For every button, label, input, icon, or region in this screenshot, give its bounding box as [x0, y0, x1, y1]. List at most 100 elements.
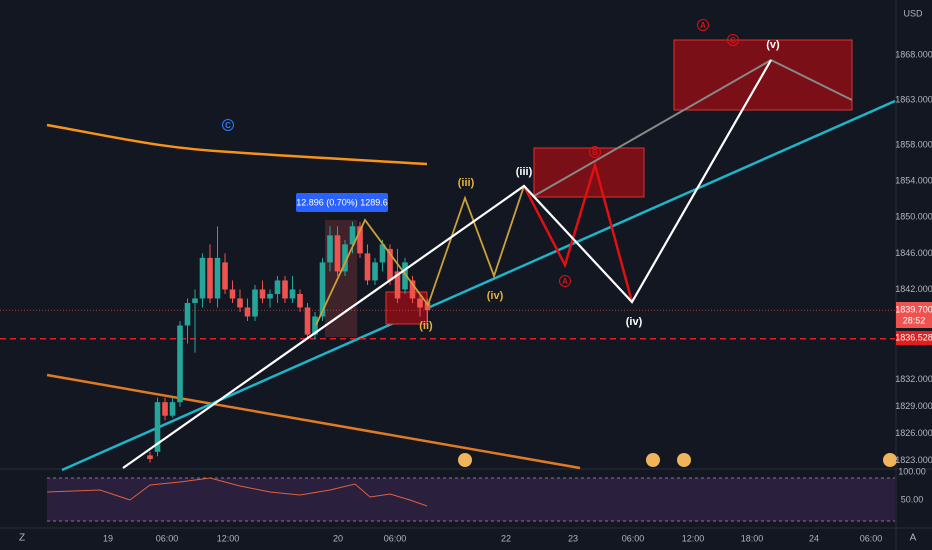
- candles: [147, 221, 431, 463]
- event-icon: [883, 453, 897, 467]
- level-box: [896, 331, 932, 345]
- candle-body: [297, 293, 303, 308]
- timezone-button[interactable]: Z: [19, 533, 25, 544]
- time-tick-label: 12:00: [682, 533, 705, 543]
- rsi-line: [46, 477, 428, 507]
- candle-body: [282, 280, 288, 299]
- wave-circle: [222, 119, 234, 131]
- event-icon: [646, 453, 660, 467]
- rsi-tick: 100.00: [898, 466, 926, 476]
- candle-body: [394, 271, 401, 299]
- price-tick-label: 1863.000: [895, 94, 932, 104]
- wave-label: (ii): [419, 320, 433, 332]
- candle-body: [207, 257, 213, 299]
- price-tick-label: 1868.000: [895, 49, 932, 59]
- price-tick-label: 1832.000: [895, 374, 932, 384]
- candle-body: [162, 402, 168, 416]
- price-tick-label: 1823.000: [895, 455, 932, 465]
- rsi-band: [47, 478, 895, 521]
- candle-body: [184, 302, 191, 326]
- wave-label: (v): [766, 39, 780, 51]
- candle-body: [424, 302, 431, 311]
- candle-body: [334, 235, 341, 272]
- wave-circle: [697, 19, 709, 31]
- wave-circle: [727, 34, 739, 46]
- candle-body: [357, 226, 363, 254]
- time-tick-label: 24: [809, 533, 819, 543]
- candle-body: [409, 280, 416, 299]
- candle-body: [349, 226, 356, 245]
- wave-label: C: [225, 121, 231, 130]
- candle-body: [342, 244, 348, 272]
- candle-body: [304, 307, 311, 335]
- time-tick-label: 06:00: [384, 533, 407, 543]
- candle-body: [177, 325, 183, 403]
- wave-label: C: [730, 36, 736, 45]
- candle-body: [267, 293, 273, 299]
- wave-line: [122, 59, 772, 469]
- candle-body: [387, 248, 393, 281]
- last-price: 1839.700: [895, 304, 932, 314]
- candle-body: [229, 289, 236, 299]
- candle-body: [147, 455, 153, 459]
- candle-body: [222, 262, 228, 290]
- time-tick-label: 06:00: [622, 533, 645, 543]
- auto-scale-button[interactable]: A: [910, 533, 917, 544]
- candle-body: [154, 402, 161, 452]
- event-icon: [677, 453, 691, 467]
- countdown: 28:52: [903, 315, 926, 325]
- candle-body: [319, 262, 326, 317]
- time-tick-label: 12:00: [217, 533, 240, 543]
- time-tick-label: 23: [568, 533, 578, 543]
- price-tick-label: 1858.000: [895, 140, 932, 150]
- wave-circle: [559, 275, 571, 287]
- candle-body: [214, 257, 221, 299]
- price-tick-label: 1846.000: [895, 248, 932, 258]
- candle-body: [312, 316, 318, 335]
- candle-body: [289, 289, 296, 299]
- price-tick-label: 1826.000: [895, 428, 932, 438]
- candle-body: [372, 262, 378, 281]
- currency-box: [900, 6, 926, 22]
- candle-body: [327, 235, 333, 263]
- candle-body: [192, 298, 198, 303]
- wave-line: [315, 185, 525, 326]
- time-tick-label: 22: [501, 533, 511, 543]
- time-tick-label: 06:00: [860, 533, 883, 543]
- wave-label: (iv): [626, 316, 643, 328]
- candle-body: [252, 289, 258, 317]
- last-price-box: [896, 302, 932, 328]
- candle-body: [274, 280, 281, 294]
- candle-body: [199, 257, 206, 299]
- moving-average: [46, 373, 581, 470]
- rsi-tick: 50.00: [901, 494, 924, 504]
- wave-label: (iv): [487, 290, 504, 302]
- currency: USD: [903, 8, 923, 18]
- candle-body: [259, 289, 266, 299]
- candle-body: [169, 402, 176, 416]
- trend-line: [61, 99, 896, 472]
- wave-circle: [589, 146, 601, 158]
- moving-average: [46, 123, 428, 166]
- price-tick-label: 1854.000: [895, 176, 932, 186]
- candle-body: [364, 253, 371, 281]
- measure-label-box: [296, 193, 388, 212]
- wave-label: A: [700, 21, 706, 30]
- price-tick-label: 1842.000: [895, 284, 932, 294]
- candle-body: [402, 262, 408, 290]
- event-icon: [458, 453, 472, 467]
- event-icons: [458, 453, 897, 467]
- candle-body: [244, 307, 251, 317]
- time-tick-label: 20: [333, 533, 343, 543]
- price-tick-label: 1829.000: [895, 401, 932, 411]
- wave-label: A: [562, 277, 568, 286]
- time-tick-label: 18:00: [741, 533, 764, 543]
- candle-body: [237, 298, 243, 308]
- wave-line: [522, 160, 634, 303]
- zone-box: [533, 147, 645, 198]
- candle-body: [379, 244, 386, 263]
- wave-label: B: [592, 148, 598, 157]
- time-tick-label: 06:00: [156, 533, 179, 543]
